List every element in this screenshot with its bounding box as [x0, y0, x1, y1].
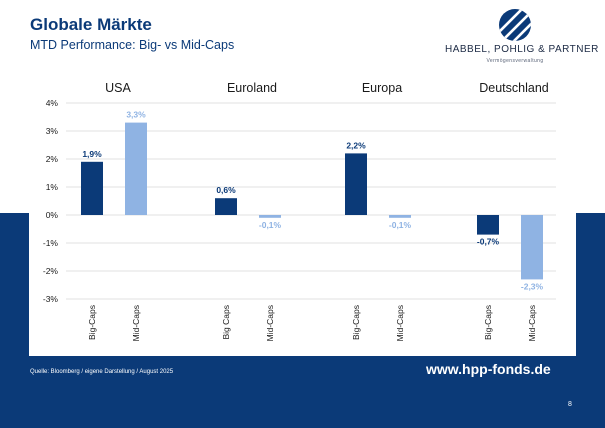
website-link[interactable]: www.hpp-fonds.de [426, 361, 551, 377]
bar [477, 215, 499, 235]
data-label: -2,3% [521, 281, 544, 291]
page-subtitle: MTD Performance: Big- vs Mid-Caps [30, 38, 235, 52]
chart-card [29, 72, 576, 356]
sphere-stripes-logo-icon [499, 9, 531, 41]
group-label: USA [105, 81, 131, 95]
group-label: Euroland [227, 81, 277, 95]
group-label: Europa [362, 81, 402, 95]
bar [259, 215, 281, 218]
data-label: 2,2% [346, 140, 366, 150]
category-label: Big-Caps [351, 305, 361, 340]
bar [215, 198, 237, 215]
y-tick-label: -1% [43, 238, 59, 248]
data-label: 0,6% [216, 185, 236, 195]
bar [125, 122, 147, 215]
data-label: -0,7% [477, 237, 500, 247]
y-tick-label: 0% [46, 210, 59, 220]
group-label: Deutschland [479, 81, 549, 95]
company-logo: HABBEL, POHLIG & PARTNER Vermögensverwal… [445, 8, 599, 68]
category-label: Big-Caps [87, 305, 97, 340]
y-tick-label: 3% [46, 126, 59, 136]
category-label: Big Caps [221, 305, 231, 340]
bar [345, 153, 367, 215]
category-label: Mid-Caps [395, 305, 405, 341]
category-label: Mid-Caps [527, 305, 537, 341]
page-number: 8 [568, 401, 572, 408]
data-label: 3,3% [126, 110, 146, 120]
data-label: -0,1% [389, 220, 412, 230]
bar [389, 215, 411, 218]
y-tick-label: 4% [46, 98, 59, 108]
bar [521, 215, 543, 280]
category-label: Mid-Caps [131, 305, 141, 341]
category-label: Mid-Caps [265, 305, 275, 341]
page-title: Globale Märkte [30, 15, 152, 34]
logo-name: HABBEL, POHLIG & PARTNER [445, 44, 599, 55]
bar [81, 161, 103, 215]
y-tick-label: -3% [43, 294, 59, 304]
category-label: Big-Caps [483, 305, 493, 340]
data-label: -0,1% [259, 220, 282, 230]
source-note: Quelle: Bloomberg / eigene Darstellung /… [30, 369, 174, 375]
data-label: 1,9% [82, 149, 102, 159]
logo-tagline: Vermögensverwaltung [486, 58, 544, 64]
y-tick-label: 2% [46, 154, 59, 164]
y-tick-label: -2% [43, 266, 59, 276]
y-tick-label: 1% [46, 182, 59, 192]
